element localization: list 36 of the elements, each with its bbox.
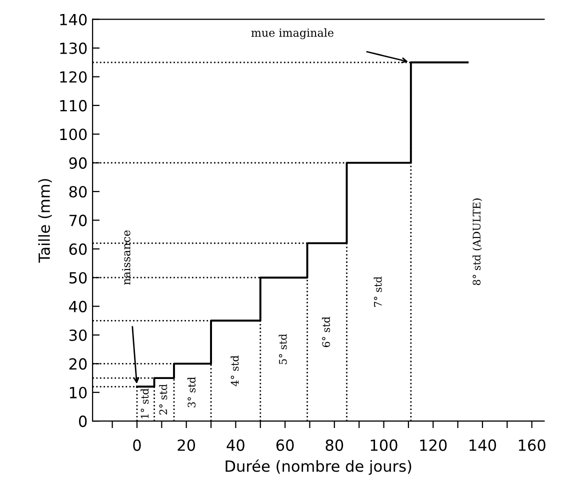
y-tick-label: 20 bbox=[69, 358, 87, 370]
annotation: 4° std bbox=[230, 355, 239, 386]
y-tick-label: 140 bbox=[60, 14, 87, 26]
y-tick-label: 100 bbox=[60, 128, 87, 140]
x-tick-label: 40 bbox=[226, 439, 244, 451]
y-tick-label: 90 bbox=[69, 157, 87, 169]
x-tick-label: 20 bbox=[178, 439, 196, 451]
y-tick-label: 60 bbox=[69, 243, 87, 255]
x-tick-label: 100 bbox=[370, 439, 398, 451]
y-axis-title: Taille (mm) bbox=[38, 179, 52, 263]
y-tick-label: 40 bbox=[69, 300, 87, 312]
x-tick-label: 0 bbox=[133, 439, 141, 451]
annotation: 5° std bbox=[278, 334, 287, 364]
y-tick-label: 50 bbox=[69, 272, 87, 284]
x-tick-label: 80 bbox=[326, 439, 344, 451]
x-tick-label: 60 bbox=[276, 439, 294, 451]
y-tick-label: 70 bbox=[70, 214, 87, 226]
annotation: naissance bbox=[122, 230, 130, 285]
x-tick-label: 140 bbox=[470, 439, 496, 451]
annotation: 2° std bbox=[159, 384, 168, 415]
annotation: 8° std (ADULTE) bbox=[472, 198, 482, 286]
annotation: 6° std bbox=[322, 316, 330, 348]
x-tick-label: 120 bbox=[420, 439, 447, 451]
y-tick-label: 30 bbox=[69, 329, 87, 342]
y-tick-label: 120 bbox=[60, 71, 87, 83]
annotation: mue imaginale bbox=[251, 28, 334, 40]
x-axis-title: Durée (nombre de jours) bbox=[226, 459, 412, 475]
annotation: 1° std bbox=[140, 388, 149, 418]
y-tick-label: 80 bbox=[69, 186, 87, 198]
y-tick-label: 130 bbox=[60, 42, 87, 54]
annotation: 3° std bbox=[187, 377, 196, 408]
x-tick-label: 160 bbox=[518, 439, 546, 451]
y-tick-label: 110 bbox=[60, 100, 87, 112]
y-tick-label: 0 bbox=[78, 416, 87, 428]
annotation: 7° std bbox=[374, 276, 382, 307]
y-tick-label: 10 bbox=[70, 386, 87, 398]
